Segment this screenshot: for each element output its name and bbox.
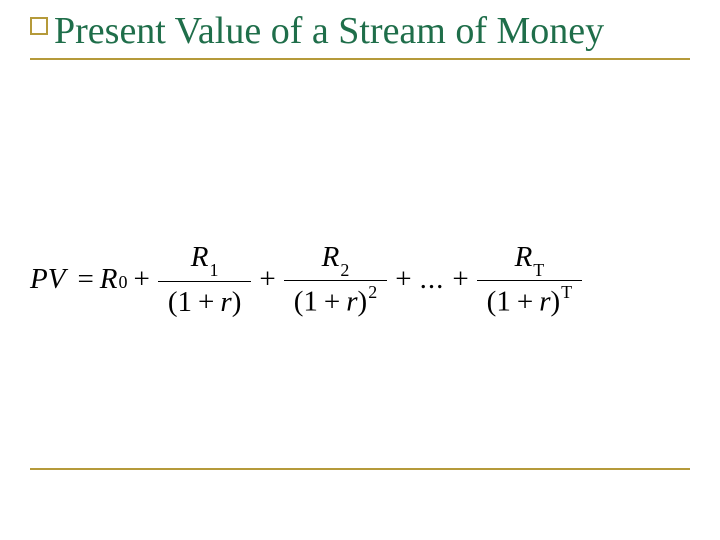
eq-lhs: PV (30, 263, 65, 296)
eq-term-1-den: (1+r) (158, 283, 252, 321)
eq-t1-r: r (220, 286, 231, 318)
eq-t2-exp: 2 (368, 282, 377, 302)
eq-term-2-num: R2 (312, 238, 360, 279)
eq-t1-op: + (198, 286, 214, 318)
eq-term-2: R2 (1+r)2 (284, 238, 387, 321)
eq-tT-open: ( (487, 286, 497, 318)
eq-plus-1: + (134, 263, 150, 296)
eq-t1-close: ) (232, 286, 242, 318)
eq-t2-op: + (324, 286, 340, 318)
eq-r0: R0 (100, 263, 128, 296)
eq-t2-close: ) (358, 286, 368, 318)
eq-tT-num-base: R (515, 241, 533, 273)
eq-term-T-num: RT (505, 238, 555, 279)
eq-tT-one: 1 (496, 286, 511, 318)
eq-r0-sub: 0 (119, 272, 128, 293)
title-block: Present Value of a Stream of Money (42, 10, 678, 54)
eq-tT-op: + (517, 286, 533, 318)
eq-r0-base: R (100, 263, 118, 296)
divider-bottom (30, 468, 690, 470)
eq-equals: = (77, 263, 93, 296)
eq-term-2-den: (1+r)2 (284, 282, 387, 321)
eq-t2-num-sub: 2 (340, 260, 349, 280)
eq-t1-open: ( (168, 286, 178, 318)
eq-t1-num-sub: 1 (209, 260, 218, 280)
eq-ellipsis: ... (420, 263, 445, 296)
eq-term-T-den: (1+r)T (477, 282, 582, 321)
eq-t2-r: r (346, 286, 357, 318)
eq-plus-3: + (395, 263, 411, 296)
eq-plus-4: + (452, 263, 468, 296)
title-accent-box (30, 17, 48, 35)
eq-term-T: RT (1+r)T (477, 238, 582, 321)
eq-tT-exp: T (561, 282, 572, 302)
eq-t1-num-base: R (191, 241, 209, 273)
eq-t2-num-base: R (322, 241, 340, 273)
eq-plus-2: + (259, 263, 275, 296)
eq-t2-open: ( (294, 286, 304, 318)
eq-t2-one: 1 (303, 286, 318, 318)
eq-term-1: R1 (1+r) (158, 238, 252, 321)
page-title: Present Value of a Stream of Money (42, 10, 678, 54)
eq-term-1-num: R1 (181, 238, 229, 279)
eq-tT-num-sub: T (533, 260, 544, 280)
eq-t1-bar (158, 281, 252, 282)
eq-tT-r: r (539, 286, 550, 318)
pv-equation: PV = R0 + R1 (1+r) + R2 (1+r)2 + ... (30, 238, 690, 321)
eq-t1-one: 1 (178, 286, 193, 318)
divider-top (30, 58, 690, 60)
slide: Present Value of a Stream of Money PV = … (0, 0, 720, 540)
eq-tT-close: ) (551, 286, 561, 318)
